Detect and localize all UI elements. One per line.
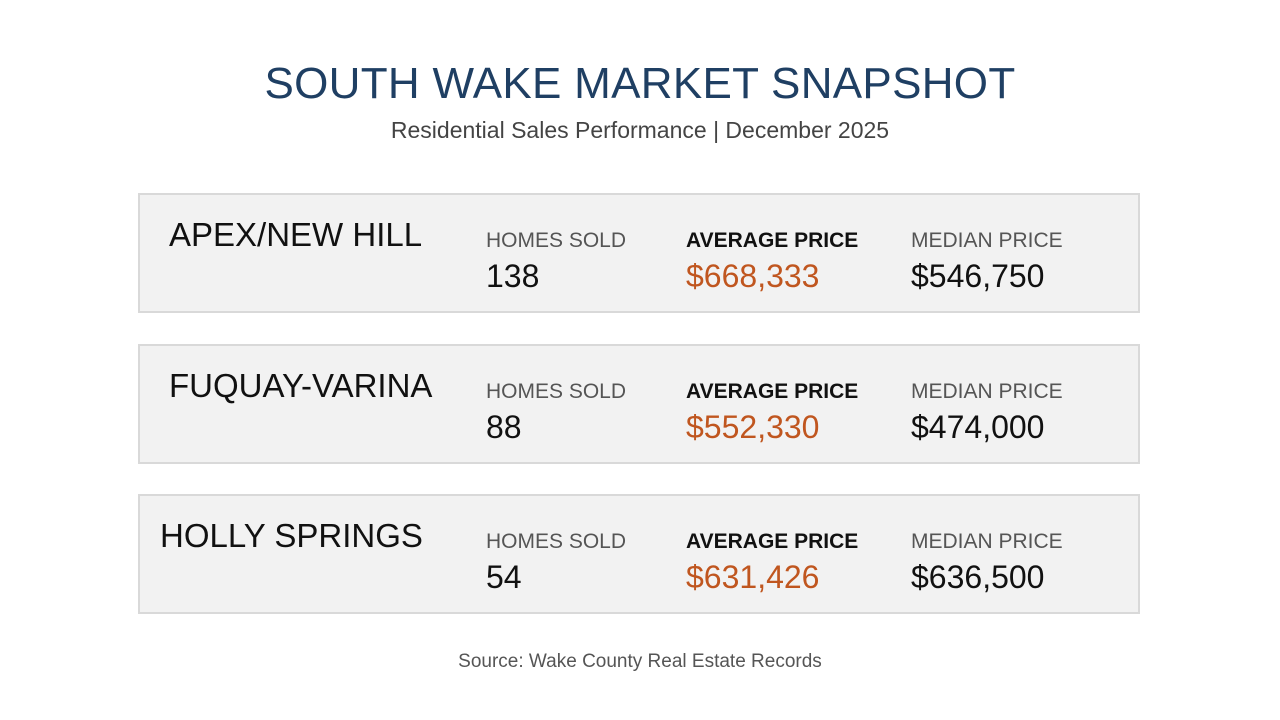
median-price-label: MEDIAN PRICE xyxy=(911,229,1063,252)
homes-sold-metric: HOMES SOLD 88 xyxy=(486,379,626,447)
homes-sold-label: HOMES SOLD xyxy=(486,530,627,553)
average-price-metric: AVERAGE PRICE $668,333 xyxy=(686,228,858,296)
homes-sold-label: HOMES SOLD xyxy=(486,229,627,252)
average-price-value: $631,426 xyxy=(686,559,820,595)
homes-sold-value: 138 xyxy=(486,258,540,294)
homes-sold-metric: HOMES SOLD 54 xyxy=(486,529,626,597)
page-subtitle: Residential Sales Performance | December… xyxy=(390,117,890,143)
median-price-label: MEDIAN PRICE xyxy=(911,530,1063,553)
market-card-apex-new-hill: APEX/NEW HILL HOMES SOLD 138 AVERAGE PRI… xyxy=(138,193,1140,313)
average-price-value: $552,330 xyxy=(686,409,820,445)
homes-sold-value: 88 xyxy=(486,409,522,445)
average-price-metric: AVERAGE PRICE $552,330 xyxy=(686,379,858,447)
homes-sold-label: HOMES SOLD xyxy=(486,380,627,403)
source-note: Source: Wake County Real Estate Records xyxy=(458,651,822,672)
page-title: SOUTH WAKE MARKET SNAPSHOT xyxy=(264,59,1016,108)
market-card-fuquay-varina: FUQUAY-VARINA HOMES SOLD 88 AVERAGE PRIC… xyxy=(138,344,1140,464)
average-price-label: AVERAGE PRICE xyxy=(686,380,859,403)
average-price-label: AVERAGE PRICE xyxy=(686,530,859,553)
median-price-metric: MEDIAN PRICE $546,750 xyxy=(911,228,1063,296)
homes-sold-metric: HOMES SOLD 138 xyxy=(486,228,626,296)
homes-sold-value: 54 xyxy=(486,559,522,595)
median-price-value: $474,000 xyxy=(911,409,1045,445)
median-price-value: $546,750 xyxy=(911,258,1045,294)
area-name: APEX/NEW HILL xyxy=(169,216,423,253)
average-price-metric: AVERAGE PRICE $631,426 xyxy=(686,529,858,597)
median-price-metric: MEDIAN PRICE $474,000 xyxy=(911,379,1063,447)
average-price-label: AVERAGE PRICE xyxy=(686,229,859,252)
market-card-holly-springs: HOLLY SPRINGS HOMES SOLD 54 AVERAGE PRIC… xyxy=(138,494,1140,614)
median-price-metric: MEDIAN PRICE $636,500 xyxy=(911,529,1063,597)
area-name: FUQUAY-VARINA xyxy=(169,367,433,404)
median-price-label: MEDIAN PRICE xyxy=(911,380,1063,403)
area-name: HOLLY SPRINGS xyxy=(160,517,423,554)
average-price-value: $668,333 xyxy=(686,258,820,294)
median-price-value: $636,500 xyxy=(911,559,1045,595)
